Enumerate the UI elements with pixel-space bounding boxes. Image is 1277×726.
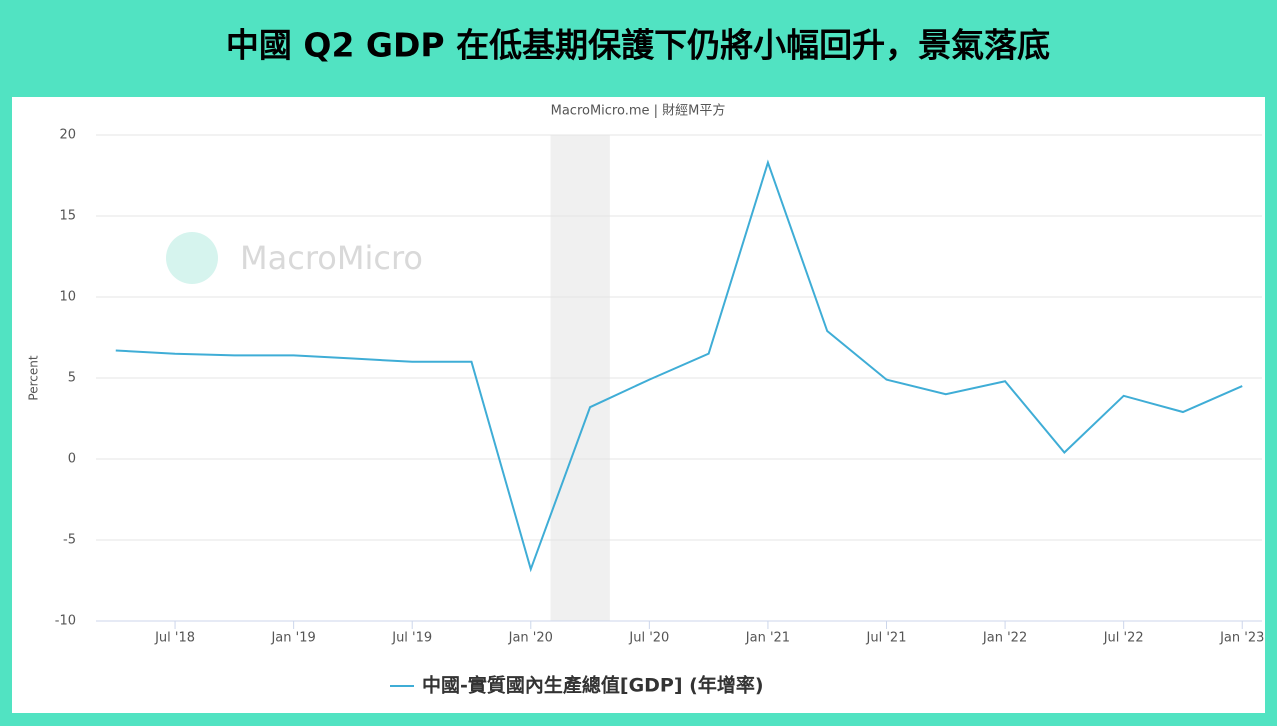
y-tick-label: -5 xyxy=(63,533,76,548)
y-tick-label: 10 xyxy=(59,290,76,305)
y-tick-label: 5 xyxy=(68,371,76,386)
y-tick-label: -10 xyxy=(55,614,76,629)
x-tick-label: Jul '18 xyxy=(154,631,195,646)
x-tick-label: Jan '20 xyxy=(508,631,553,646)
x-tick-label: Jan '23 xyxy=(1219,631,1264,646)
watermark: MacroMicro xyxy=(240,239,423,277)
x-tick-label: Jul '21 xyxy=(866,631,907,646)
x-tick-label: Jul '19 xyxy=(391,631,432,646)
x-tick-label: Jan '19 xyxy=(270,631,315,646)
x-tick-label: Jan '21 xyxy=(745,631,790,646)
x-tick-label: Jan '22 xyxy=(982,631,1027,646)
x-tick-label: Jul '20 xyxy=(628,631,669,646)
watermark-icon xyxy=(166,232,218,284)
y-tick-label: 0 xyxy=(68,452,76,467)
line-series xyxy=(115,159,1243,573)
y-tick-label: 15 xyxy=(59,209,76,224)
y-axis-label: Percent xyxy=(27,355,41,400)
subtitle: MacroMicro.me | 財經M平方 xyxy=(551,103,726,119)
x-tick-label: Jul '22 xyxy=(1103,631,1144,646)
y-tick-label: 20 xyxy=(59,128,76,143)
chart-title: 中國 Q2 GDP 在低基期保護下仍將小幅回升，景氣落底 xyxy=(226,26,1050,65)
legend-label: 中國-實質國內生產總值[GDP] (年增率) xyxy=(422,674,764,697)
panel xyxy=(12,97,1265,713)
